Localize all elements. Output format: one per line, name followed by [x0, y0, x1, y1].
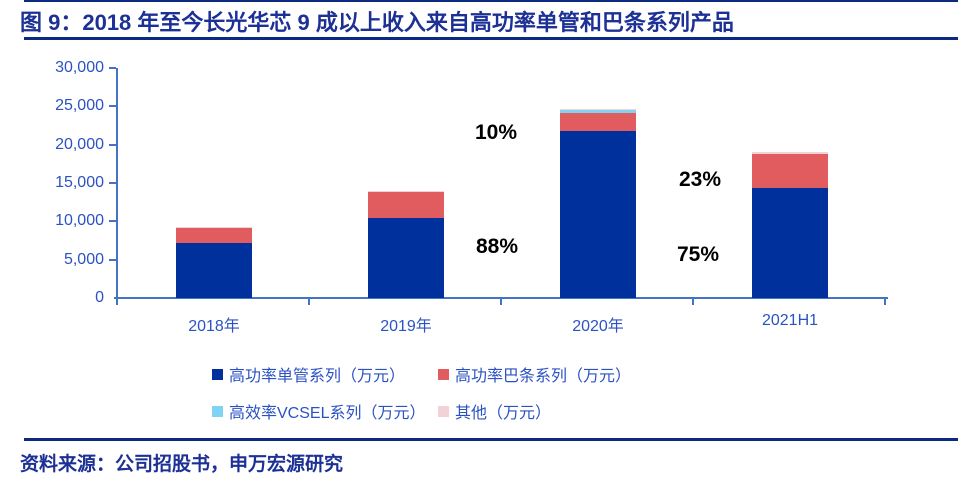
source-note: 资料来源：公司招股书，申万宏源研究 [20, 454, 344, 475]
bar-segment [560, 112, 636, 132]
bar-segment [368, 191, 444, 192]
legend-swatch-icon [212, 368, 223, 380]
bar-segment [368, 218, 444, 298]
legend-label: 高功率单管系列（万元） [229, 368, 406, 385]
legend-item: 高效率VCSEL系列（万元） [212, 399, 430, 423]
y-axis-line [116, 68, 118, 302]
y-axis-tick [109, 67, 116, 69]
chart-legend: 高功率单管系列（万元） 高功率巴条系列（万元） 高效率VCSEL系列（万元） 其他（万… [212, 362, 631, 423]
y-axis-label: 30,000 [55, 59, 104, 76]
x-axis-line [114, 297, 888, 299]
bar-segment [752, 188, 828, 298]
y-axis-label: 0 [95, 289, 104, 306]
bar-2021H1 [752, 152, 828, 298]
x-axis-tick [308, 299, 310, 305]
legend-label: 其他（万元） [455, 405, 552, 422]
footer-divider [24, 438, 958, 441]
y-axis-label: 15,000 [55, 174, 104, 191]
y-axis-label: 20,000 [55, 135, 104, 153]
percent-annotation: 10% [474, 121, 518, 144]
x-axis-tick [884, 299, 886, 305]
bar-segment [560, 131, 636, 298]
title-divider [24, 37, 958, 40]
bar-segment [560, 108, 636, 110]
bar-2019年 [368, 191, 444, 298]
legend-label: 高功率巴条系列（万元） [455, 368, 632, 385]
bar-segment [368, 192, 444, 219]
y-axis-tick [109, 258, 116, 261]
legend-label: 高效率VCSEL系列（万元） [229, 405, 426, 422]
x-axis-label: 2019年 [380, 318, 432, 335]
legend-swatch-icon [212, 405, 223, 417]
bar-segment [176, 227, 252, 229]
percent-annotation: 23% [678, 168, 722, 191]
bar-2018年 [176, 227, 252, 298]
y-axis-tick [109, 220, 116, 223]
y-axis-label: 25,000 [55, 97, 104, 115]
x-axis-label: 2018年 [188, 318, 240, 335]
bar-segment [176, 228, 252, 243]
x-axis-label: 2020年 [572, 318, 624, 335]
y-axis-label: 5,000 [63, 250, 104, 268]
x-axis-label: 2021H1 [761, 312, 819, 329]
figure-title: 图 9：2018 年至今长光华芯 9 成以上收入来自高功率单管和巴条系列产品 [20, 10, 734, 35]
y-axis-label: 10,000 [55, 212, 104, 230]
legend-item: 高功率单管系列（万元） [212, 362, 430, 386]
x-axis-tick [692, 299, 694, 305]
bar-segment [752, 154, 828, 189]
bar-segment [752, 152, 828, 155]
top-divider [24, 0, 958, 2]
percent-annotation: 75% [676, 243, 720, 266]
y-axis-tick [109, 182, 116, 184]
legend-swatch-icon [438, 405, 449, 417]
x-axis-tick [116, 299, 118, 305]
bar-2020年 [560, 108, 636, 298]
legend-item: 高功率巴条系列（万元） [438, 362, 631, 386]
y-axis-tick [109, 143, 116, 146]
legend-swatch-icon [438, 368, 449, 380]
y-axis-tick [109, 105, 116, 108]
legend-item: 其他（万元） [438, 399, 631, 423]
bar-segment [560, 109, 636, 113]
percent-annotation: 88% [475, 235, 519, 258]
bar-segment [176, 242, 252, 298]
x-axis-tick [500, 299, 502, 305]
